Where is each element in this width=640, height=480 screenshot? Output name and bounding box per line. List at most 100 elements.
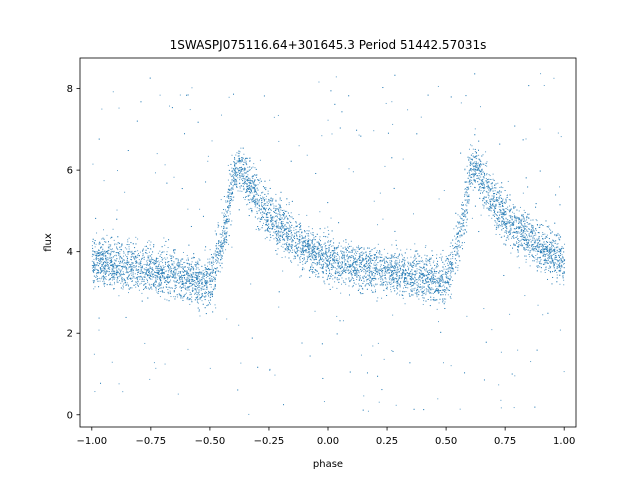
data-point: [391, 101, 393, 103]
data-point: [107, 250, 109, 252]
data-point: [502, 199, 504, 201]
data-point: [563, 284, 565, 286]
data-point: [337, 254, 339, 256]
data-point: [299, 229, 301, 231]
data-point: [335, 247, 337, 249]
data-point: [445, 268, 447, 270]
data-point: [142, 277, 143, 279]
data-point: [236, 180, 238, 182]
data-point: [438, 198, 440, 200]
data-point: [474, 128, 476, 130]
data-point: [389, 277, 391, 279]
data-point: [256, 203, 258, 205]
data-point: [341, 283, 343, 285]
data-point: [207, 290, 209, 292]
data-point: [189, 280, 190, 282]
data-point: [306, 246, 308, 248]
data-point: [344, 266, 346, 268]
data-point: [390, 289, 392, 291]
data-point: [390, 266, 392, 268]
data-point: [537, 251, 539, 253]
data-point: [407, 280, 409, 282]
data-point: [205, 275, 207, 276]
data-point: [189, 276, 191, 278]
data-point: [359, 253, 361, 255]
data-point: [255, 199, 257, 201]
data-point: [375, 269, 377, 270]
data-point: [321, 259, 323, 261]
data-point: [488, 209, 490, 211]
data-point: [559, 186, 560, 188]
data-point: [373, 269, 375, 271]
data-point: [180, 260, 182, 262]
data-point: [145, 267, 147, 269]
data-point: [419, 275, 421, 277]
data-point: [131, 255, 133, 257]
data-point: [231, 154, 233, 156]
data-point: [230, 196, 232, 198]
data-point: [518, 244, 520, 246]
data-point: [116, 248, 118, 250]
data-point: [227, 164, 229, 166]
data-point: [135, 262, 137, 264]
data-point: [286, 232, 288, 234]
data-point: [482, 204, 484, 206]
data-point: [514, 214, 516, 216]
data-point: [489, 209, 491, 211]
data-point: [96, 276, 98, 277]
data-point: [231, 169, 233, 171]
data-point: [452, 279, 454, 281]
data-point: [263, 205, 265, 207]
data-point: [182, 297, 184, 299]
data-point: [429, 261, 431, 262]
data-point: [411, 288, 413, 290]
data-point: [471, 159, 473, 161]
data-point: [221, 246, 223, 248]
data-point: [505, 217, 507, 219]
data-point: [97, 252, 99, 254]
data-point: [412, 283, 414, 285]
data-point: [423, 289, 425, 291]
data-point: [268, 225, 270, 227]
data-point: [534, 257, 536, 259]
data-point: [125, 272, 127, 274]
data-point: [207, 271, 209, 273]
data-point: [176, 274, 178, 276]
data-point: [233, 174, 235, 176]
data-point: [360, 262, 362, 264]
data-point: [294, 245, 296, 247]
data-point: [375, 278, 377, 280]
data-point: [256, 207, 258, 209]
data-point: [267, 228, 269, 230]
data-point: [458, 221, 460, 223]
data-point: [466, 202, 468, 204]
data-point: [412, 273, 414, 275]
data-point: [385, 278, 387, 280]
data-point: [516, 256, 518, 258]
data-point: [264, 219, 266, 221]
data-point: [390, 286, 392, 288]
data-point: [184, 266, 186, 268]
data-point: [174, 284, 176, 286]
data-point: [560, 257, 562, 259]
data-point: [232, 175, 234, 177]
data-point: [382, 218, 384, 220]
data-point: [151, 275, 153, 277]
data-point: [438, 321, 439, 323]
data-point: [197, 280, 199, 282]
data-point: [138, 252, 140, 254]
data-point: [393, 279, 395, 281]
data-point: [327, 259, 329, 261]
data-point: [211, 262, 213, 264]
data-point: [314, 243, 316, 245]
data-point: [458, 246, 460, 248]
data-point: [465, 204, 467, 206]
data-point: [297, 255, 299, 257]
data-point: [146, 273, 148, 275]
data-point: [99, 262, 101, 264]
data-point: [424, 278, 426, 280]
data-point: [348, 272, 350, 274]
data-point: [428, 281, 430, 283]
data-point: [421, 274, 423, 276]
